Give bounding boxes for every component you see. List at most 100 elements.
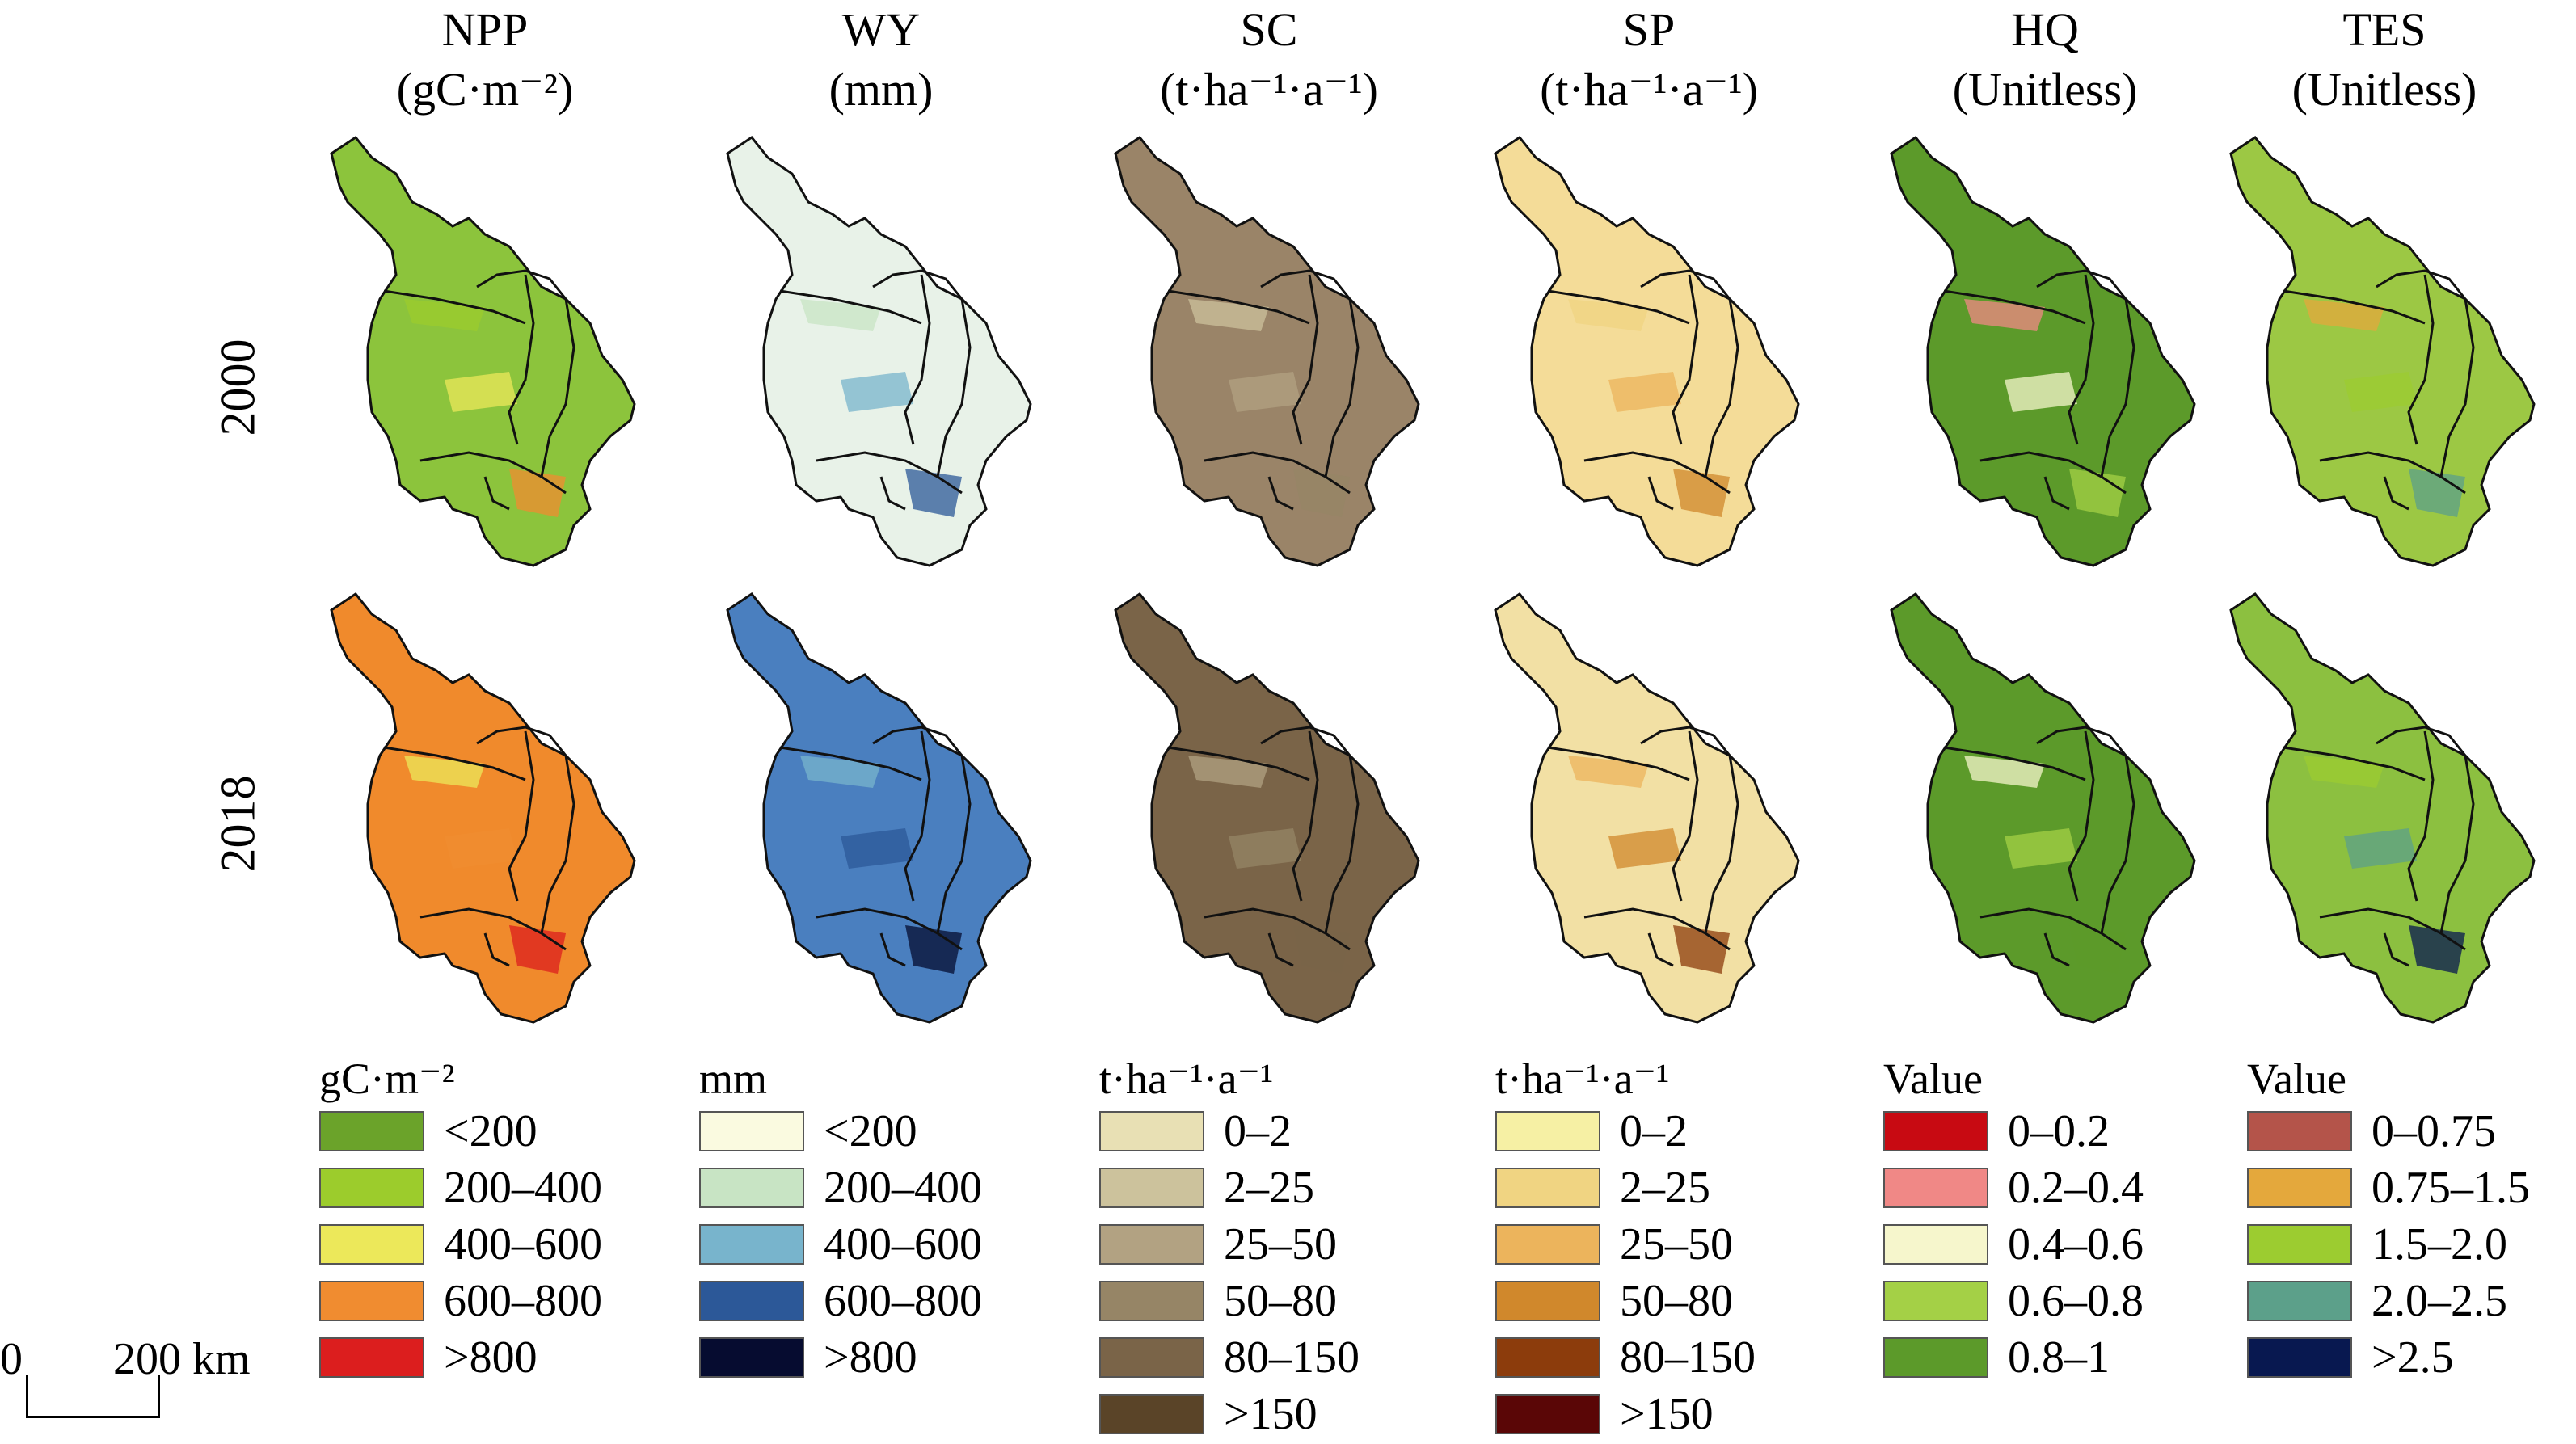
map-region-patch [1673,469,1730,517]
legend-item: 600–800 [319,1273,602,1329]
sub-basin-boundary [872,726,963,756]
sub-basin-boundary [2439,298,2475,478]
sub-basin-boundary [1204,907,1351,951]
legend-item: >800 [319,1329,602,1386]
legend-label: <200 [824,1106,917,1156]
sub-basin-boundary [816,451,963,495]
sub-basin-boundary [2376,269,2467,300]
legend-label: 400–600 [824,1219,982,1269]
legend-swatch [1495,1337,1600,1378]
legend-item: 25–50 [1099,1216,1360,1273]
legend-swatch [1099,1281,1204,1321]
legend-item: 0–0.2 [1883,1103,2144,1160]
map-region-patch [2069,469,2126,517]
basin-shape [330,591,636,1024]
scale-start-label: 0 [0,1334,23,1384]
column-unit-text: (gC·m⁻²) [396,63,574,116]
legend-label: 2.0–2.5 [2372,1276,2507,1326]
legend-label: 400–600 [444,1219,602,1269]
legend-item: 1.5–2.0 [2247,1216,2530,1273]
legend-item: 50–80 [1495,1273,1756,1329]
legend-label: 200–400 [824,1163,982,1213]
sub-basin-boundary [1167,289,1310,325]
column-title-npp: NPP (gC·m⁻²) [311,0,659,120]
sub-basin-boundary [2036,726,2127,756]
legend-item: 0.2–0.4 [1883,1160,2144,1216]
sub-basin-boundary [2068,730,2095,902]
sub-basin-boundary [1583,451,1731,495]
legend-label: 600–800 [444,1276,602,1326]
map-panel-hq-2018 [1890,591,2196,1024]
map-region-patch [905,925,962,974]
legend-label: >800 [824,1332,917,1383]
map-region-patch [2409,469,2465,517]
legend-swatch [319,1224,424,1265]
legend-label: 50–80 [1620,1276,1733,1326]
legend-swatch [2247,1281,2352,1321]
map-region-patch [1229,372,1301,412]
legend-label: 2–25 [1224,1163,1314,1213]
column-unit-text: (Unitless) [1952,63,2138,116]
sub-basin-boundary [1979,451,2127,495]
scale-bar: 0 200 km [0,1333,291,1430]
sub-basin-boundary [779,289,922,325]
legend-item: 0.8–1 [1883,1329,2144,1386]
legend-swatch [2247,1337,2352,1378]
column-title-sc: SC (t·ha⁻¹·a⁻¹) [1095,0,1443,120]
legend-swatch [1883,1168,1988,1208]
sub-basin-boundary [879,932,906,967]
map-region-patch [2344,372,2417,412]
sub-basin-boundary [1547,289,1690,325]
sub-basin-boundary [1583,907,1731,951]
map-region-patch [2005,828,2077,869]
basin-shape [726,135,1032,567]
legend-swatch [699,1224,804,1265]
legend-item: 0.4–0.6 [1883,1216,2144,1273]
column-title-tes: TES (Unitless) [2211,0,2558,120]
map-grid [330,135,2536,1024]
legend-label: 1.5–2.0 [2372,1219,2507,1269]
map-region-patch [509,925,566,974]
legend-item: 200–400 [319,1160,602,1216]
column-unit-text: (t·ha⁻¹·a⁻¹) [1540,63,1758,116]
map-panel-tes-2000 [2229,135,2536,567]
map-panel-wy-2018 [726,591,1032,1024]
sub-basin-boundary [1167,746,1310,781]
scale-end-label: 200 km [113,1334,251,1384]
legend-item: 0.75–1.5 [2247,1160,2530,1216]
sub-basin-boundary [936,755,972,934]
legend-swatch [1883,1111,1988,1151]
basin-shape [1890,591,2196,1024]
map-region-patch [1293,925,1350,974]
map-region-patch [445,828,517,869]
map-region-patch [800,299,881,331]
sub-basin-boundary [2068,274,2095,445]
sub-basin-boundary [1267,476,1294,511]
column-title-text: NPP [441,3,529,56]
map-region-patch [1188,756,1269,788]
sub-basin-boundary [483,932,510,967]
legend-tes: Value 0–0.75 0.75–1.5 1.5–2.0 2.0–2.5 >2.5 [2247,1055,2530,1386]
legend-label: 200–400 [444,1163,602,1213]
sub-basin-boundary [483,476,510,511]
map-region-patch [1964,756,2045,788]
map-panel-sp-2018 [1494,591,1800,1024]
sub-basin-boundary [2383,476,2409,511]
map-region-patch [841,372,913,412]
legend-hq: Value 0–0.2 0.2–0.4 0.4–0.6 0.6–0.8 0.8–1 [1883,1055,2144,1386]
sub-basin-boundary [1292,730,1319,902]
sub-basin-boundary [2407,730,2435,902]
map-region-patch [509,469,566,517]
legend-title: gC·m⁻² [319,1055,455,1103]
map-region-patch [404,756,485,788]
legend-swatch [1495,1111,1600,1151]
map-region-patch [445,372,517,412]
legend-title: Value [1883,1055,1983,1103]
sub-basin-boundary [2043,932,2070,967]
legend-item: 0–2 [1099,1103,1360,1160]
sub-basin-boundary [2407,274,2435,445]
sub-basin-boundary [2100,298,2135,478]
legend-swatch [319,1337,424,1378]
legend-label: >150 [1620,1389,1714,1439]
sub-basin-boundary [1979,907,2127,951]
